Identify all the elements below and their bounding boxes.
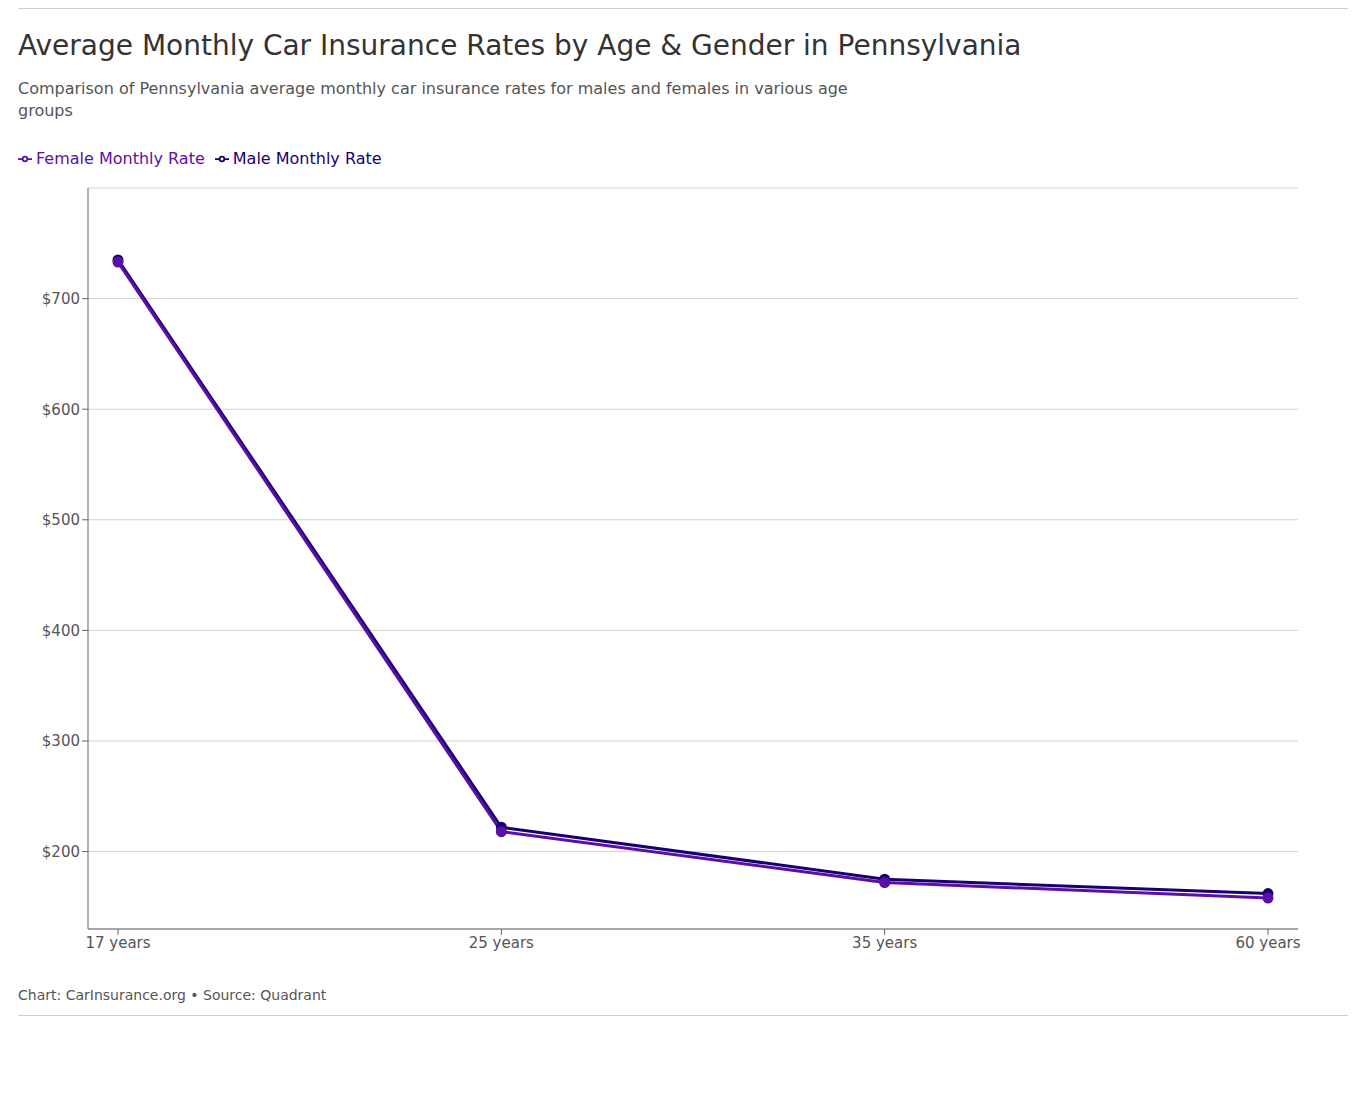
svg-text:$600: $600 [42,400,80,418]
svg-text:$400: $400 [42,621,80,639]
svg-text:17 years: 17 years [85,933,150,951]
svg-text:$200: $200 [42,843,80,861]
svg-text:$500: $500 [42,511,80,529]
svg-text:$700: $700 [42,290,80,308]
html-text:Female Monthly Rate: Female Monthly Rate [36,148,205,168]
html-text:Comparison of Pennsylvania ave: Comparison of Pennsylvania average month… [18,79,848,121]
svg-text:35 years: 35 years [852,933,917,951]
svg-text:25 years: 25 years [469,933,534,951]
html-text:Male Monthly Rate: Male Monthly Rate [232,148,382,168]
html-text:Average Monthly Car Insurance: Average Monthly Car Insurance Rates by A… [18,29,1022,62]
html-text:Chart: CarInsurance.org • Sour: Chart: CarInsurance.org • Source: Quadra… [18,986,327,1003]
svg-text:60 years: 60 years [1235,933,1300,951]
svg-text:$300: $300 [42,732,80,750]
